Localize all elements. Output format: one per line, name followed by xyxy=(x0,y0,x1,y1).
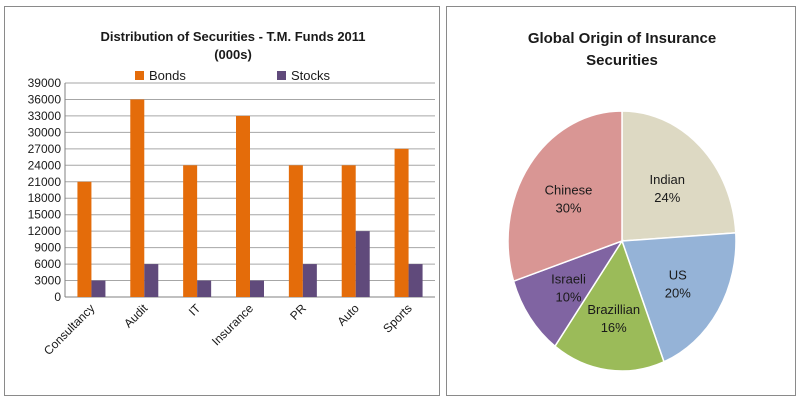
bar-stocks-pr xyxy=(302,264,317,297)
bar-stocks-it xyxy=(197,280,212,297)
pie-chart-title-line-1: Global Origin of Insurance xyxy=(528,30,716,47)
bar-bonds-it xyxy=(183,165,198,297)
bar-chart: Distribution of Securities - T.M. Funds … xyxy=(28,29,435,358)
bar-chart-x-axis: Consultancy Audit IT Insurance PR Auto Sports xyxy=(41,301,415,358)
pie-value-chinese: 30% xyxy=(555,201,581,216)
legend-swatch-bonds xyxy=(135,71,144,80)
y-tick-label: 27000 xyxy=(28,142,62,156)
pie-label-indian: Indian xyxy=(650,172,685,187)
y-tick-label: 21000 xyxy=(28,175,62,189)
pie-slice-indian xyxy=(621,110,737,242)
pie-chart-labels: Indian 24% US 20% Brazillian 16% Israeli 10% Chi… xyxy=(545,172,692,335)
bar-stocks-sports xyxy=(408,264,423,297)
y-tick-label: 6000 xyxy=(34,257,61,271)
y-tick-label: 30000 xyxy=(28,125,62,139)
x-tick-label-pr: PR xyxy=(287,301,309,323)
bar-bonds-pr xyxy=(288,165,303,297)
x-tick-label-auto: Auto xyxy=(334,301,362,329)
pie-chart-slices xyxy=(507,110,737,372)
y-tick-label: 24000 xyxy=(28,158,62,172)
pie-chart: Global Origin of Insurance Securities In… xyxy=(507,30,737,372)
pie-chart-panel: Global Origin of Insurance Securities In… xyxy=(446,6,796,396)
y-tick-label: 0 xyxy=(54,290,61,304)
bar-chart-subtitle: (000s) xyxy=(214,47,252,62)
y-tick-label: 15000 xyxy=(28,208,62,222)
bar-chart-legend: Bonds Stocks xyxy=(135,68,331,83)
x-tick-label-consultancy: Consultancy xyxy=(41,301,98,358)
y-tick-label: 3000 xyxy=(34,274,61,288)
y-tick-label: 18000 xyxy=(28,191,62,205)
bar-chart-bars xyxy=(77,99,423,297)
pie-label-us: US xyxy=(669,267,687,282)
bar-stocks-auto xyxy=(355,231,370,297)
x-tick-label-sports: Sports xyxy=(380,301,414,335)
pie-label-brazillian: Brazillian xyxy=(587,302,640,317)
bar-stocks-audit xyxy=(144,264,159,297)
pie-slice-brazillian xyxy=(554,239,665,372)
y-tick-label: 9000 xyxy=(34,241,61,255)
pie-label-chinese: Chinese xyxy=(545,183,593,198)
pie-value-israeli: 10% xyxy=(555,289,581,304)
bar-bonds-auto xyxy=(341,165,356,297)
pie-value-brazillian: 16% xyxy=(601,320,627,335)
x-tick-label-audit: Audit xyxy=(121,301,151,331)
pie-value-indian: 24% xyxy=(654,190,680,205)
bar-stocks-insurance xyxy=(250,280,264,297)
bar-bonds-sports xyxy=(394,148,409,297)
legend-label-stocks: Stocks xyxy=(291,68,331,83)
legend-label-bonds: Bonds xyxy=(149,68,186,83)
y-tick-label: 39000 xyxy=(28,76,62,90)
bar-stocks-consultancy xyxy=(91,280,106,297)
bar-chart-panel: Distribution of Securities - T.M. Funds … xyxy=(4,6,440,396)
pie-slice-chinese xyxy=(507,110,623,283)
pie-slice-us xyxy=(620,232,737,363)
bar-bonds-audit xyxy=(130,99,145,297)
bar-bonds-consultancy xyxy=(77,181,92,297)
pie-value-us: 20% xyxy=(665,285,691,300)
pie-chart-title-line-2: Securities xyxy=(586,52,658,69)
pie-slice-israeli xyxy=(512,239,624,348)
y-tick-label: 12000 xyxy=(28,224,62,238)
pie-label-israeli: Israeli xyxy=(551,271,586,286)
y-tick-label: 33000 xyxy=(28,109,62,123)
x-tick-label-it: IT xyxy=(186,301,204,319)
y-tick-label: 36000 xyxy=(28,92,62,106)
bar-bonds-insurance xyxy=(236,115,250,297)
bar-chart-title: Distribution of Securities - T.M. Funds … xyxy=(100,29,365,44)
bar-chart-y-axis: 0 3000 6000 9000 12000 15000 18000 21000 24000 27… xyxy=(28,76,62,304)
legend-swatch-stocks xyxy=(277,71,286,80)
x-tick-label-insurance: Insurance xyxy=(209,301,256,348)
